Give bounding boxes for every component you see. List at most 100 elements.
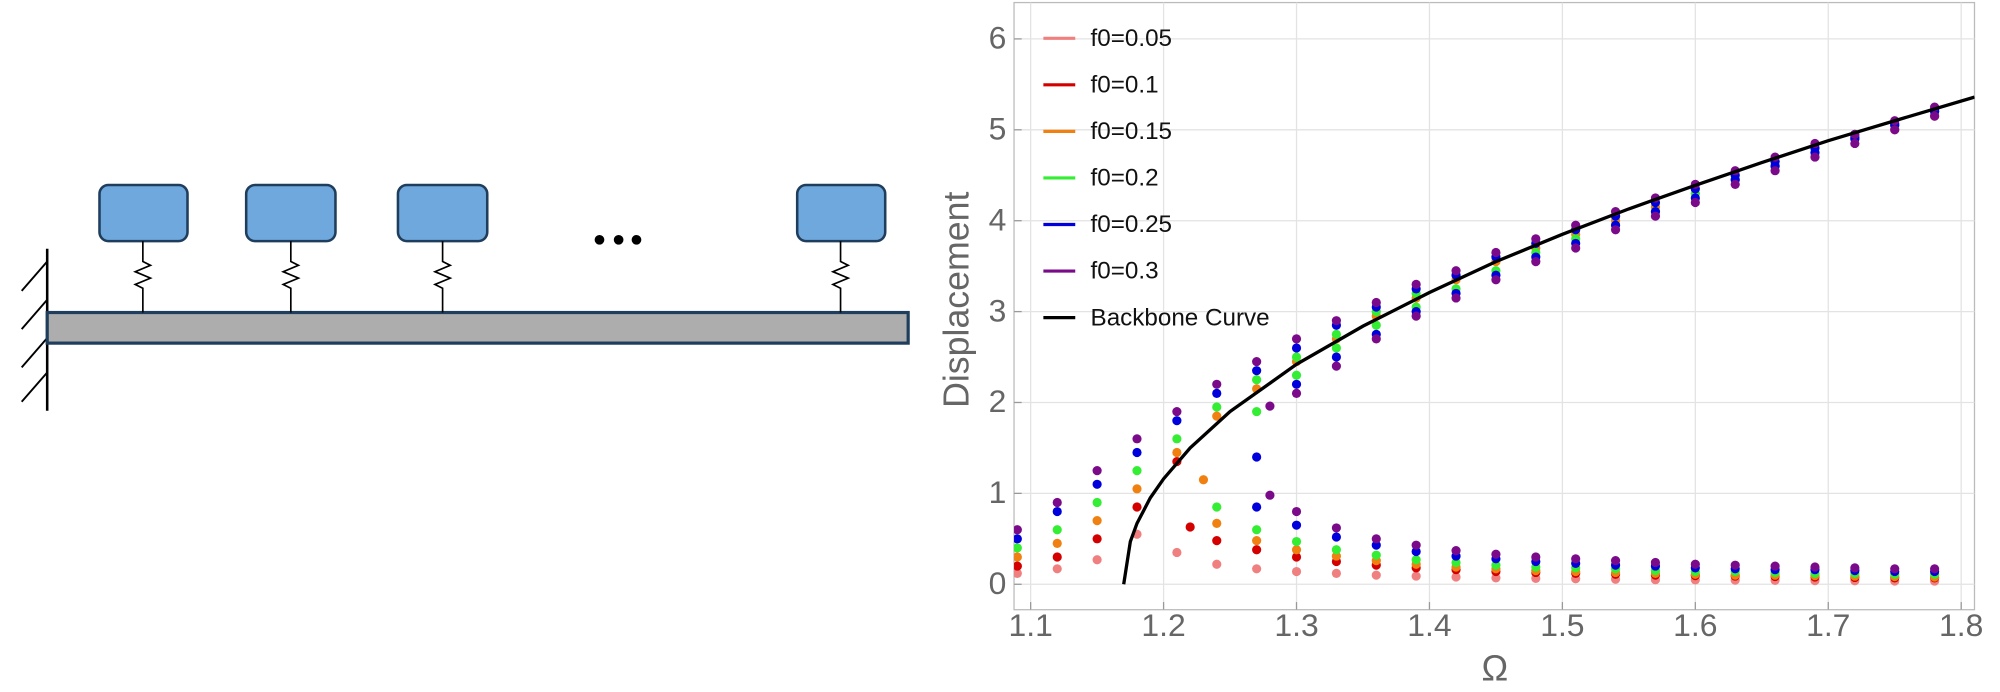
beam [45,310,910,345]
data-point [1212,388,1222,398]
data-point [1451,266,1461,276]
data-point [1052,564,1062,574]
y-tick-label: 0 [989,565,1007,601]
legend-label: f0=0.1 [1091,72,1159,99]
data-point [1371,534,1381,544]
data-point [1172,547,1182,558]
data-point [1092,555,1102,565]
data-point [1331,568,1341,578]
data-point [1690,559,1700,569]
data-point [1291,343,1302,353]
data-point [1890,125,1900,135]
x-tick-label: 1.2 [1141,607,1185,643]
data-point [1052,525,1062,535]
data-point [1690,197,1700,208]
data-point [1212,502,1222,512]
mass [795,183,887,243]
data-point [1252,502,1262,512]
data-point [1291,370,1302,380]
beam-diagram [20,183,910,411]
legend-label: f0=0.2 [1091,165,1159,192]
data-point [1291,536,1302,547]
data-point [1890,564,1900,574]
data-point [1052,552,1062,562]
data-point [1172,434,1182,444]
mass [396,183,489,243]
data-point [1810,152,1820,162]
data-point [1291,379,1302,389]
data-point [1331,329,1341,339]
plot-area [1013,1,1976,611]
x-tick-label: 1.1 [1008,607,1052,643]
data-point [1451,557,1461,568]
x-tick-label: 1.6 [1673,607,1717,643]
data-point [1185,522,1195,532]
data-point [1411,571,1421,581]
data-point [1451,572,1461,582]
data-point [1491,573,1501,583]
y-tick-label: 3 [989,292,1007,328]
data-point [1770,166,1780,176]
data-point [1371,334,1381,344]
data-point [1252,375,1262,385]
data-point [1212,536,1222,546]
y-axis-title: Displacement [937,192,977,408]
data-point [1014,525,1022,535]
data-point [1331,532,1341,542]
data-point [1411,279,1421,289]
data-point [1850,563,1860,573]
data-point [1092,479,1102,489]
data-point [1172,447,1182,458]
data-point [1265,401,1275,411]
data-point [1491,549,1501,559]
data-point [1212,411,1222,421]
x-tick-label: 1.3 [1274,607,1318,643]
data-point [1252,406,1262,417]
y-tick-label: 2 [989,383,1007,419]
legend-label: Backbone Curve [1091,304,1270,331]
data-point [1291,506,1302,517]
data-point [1212,402,1222,412]
data-point [1212,379,1222,389]
data-point [1014,552,1022,562]
data-point [1371,320,1381,330]
x-tick-label: 1.7 [1806,607,1850,643]
legend-label: f0=0.15 [1091,118,1172,145]
data-point [1451,546,1461,556]
y-tick-label: 4 [989,201,1007,237]
x-axis-title: Ω [1482,648,1509,688]
data-point [1451,293,1461,303]
ellipsis [594,234,642,245]
data-point [1371,550,1381,560]
data-point [1331,545,1341,555]
data-point [1411,540,1421,550]
data-point [1930,564,1940,574]
data-point [1411,555,1421,565]
data-point [1291,352,1302,362]
data-point [1132,447,1142,458]
data-point [1810,562,1820,572]
data-point [1331,352,1341,362]
data-point [1650,557,1661,568]
data-point [1052,506,1062,517]
data-point [1052,538,1062,548]
data-point [1252,525,1262,535]
data-point [1531,552,1541,562]
legend-label: f0=0.3 [1091,258,1159,285]
data-point [1371,297,1381,308]
data-point [1610,556,1621,566]
data-point [1014,568,1022,578]
data-point [1411,546,1421,557]
data-point [1014,543,1022,553]
data-point [1252,564,1262,574]
data-point [1252,452,1262,462]
data-point [1610,225,1621,235]
x-tick-label: 1.5 [1540,607,1584,643]
data-point [1491,247,1501,258]
data-point [1265,490,1275,500]
data-point [1291,552,1302,562]
data-point [1092,534,1102,544]
data-point [1252,545,1262,555]
